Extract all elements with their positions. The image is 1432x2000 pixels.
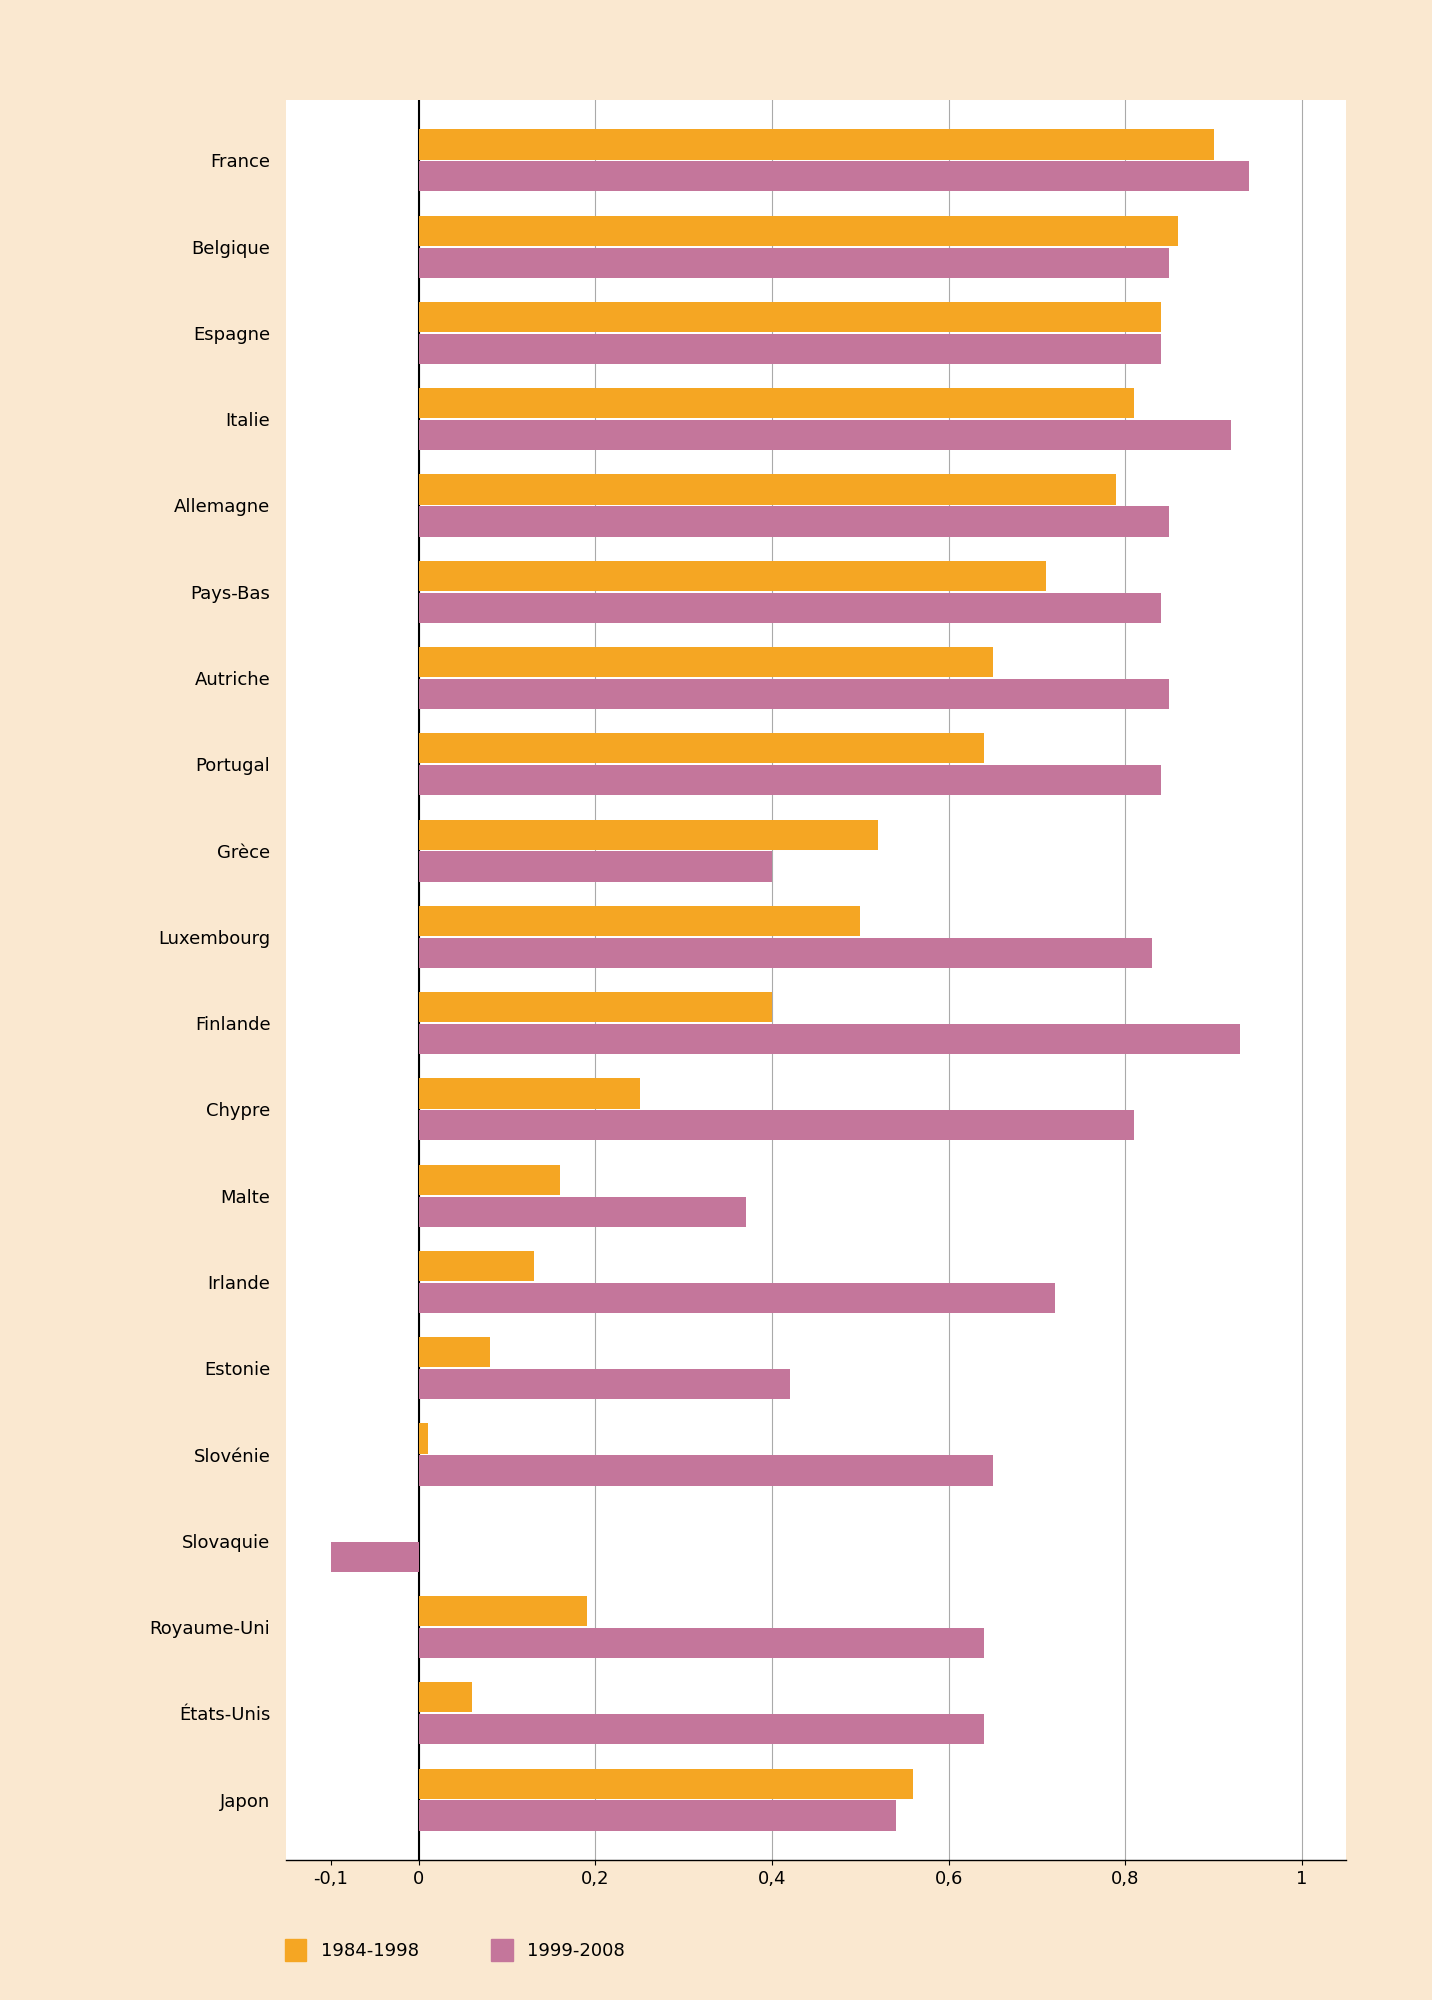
Bar xyxy=(420,820,878,850)
Bar xyxy=(420,248,1170,278)
Bar xyxy=(420,1164,560,1194)
Bar xyxy=(420,992,772,1022)
Bar xyxy=(420,420,1232,450)
Bar xyxy=(420,130,1213,160)
Bar xyxy=(420,852,772,882)
Bar xyxy=(420,302,1160,332)
Bar xyxy=(420,1370,790,1400)
Bar xyxy=(420,734,984,764)
Bar xyxy=(420,766,1160,796)
Bar xyxy=(420,474,1117,504)
Bar xyxy=(420,1338,490,1368)
Bar xyxy=(420,1596,587,1626)
Bar xyxy=(420,1424,428,1454)
Bar xyxy=(420,1250,534,1282)
Bar xyxy=(331,1542,420,1572)
Bar xyxy=(420,938,1151,968)
Bar xyxy=(420,1714,984,1744)
Legend: 1984-1998, 1999-2008: 1984-1998, 1999-2008 xyxy=(285,1940,624,1962)
Bar xyxy=(420,1024,1240,1054)
Bar xyxy=(420,646,992,678)
Bar xyxy=(420,1196,746,1226)
Bar xyxy=(420,506,1170,536)
Bar xyxy=(420,1078,640,1108)
Bar xyxy=(420,1282,1054,1314)
Bar xyxy=(420,162,1249,192)
Bar xyxy=(420,1768,914,1798)
Bar xyxy=(420,678,1170,710)
Bar xyxy=(420,1682,473,1712)
Bar xyxy=(420,592,1160,622)
Bar xyxy=(420,1800,896,1830)
Bar xyxy=(420,334,1160,364)
Bar xyxy=(420,906,861,936)
Bar xyxy=(420,1110,1134,1140)
Bar xyxy=(420,216,1179,246)
Bar xyxy=(420,388,1134,418)
Bar xyxy=(420,1628,984,1658)
Bar xyxy=(420,560,1045,590)
Bar xyxy=(420,1456,992,1486)
